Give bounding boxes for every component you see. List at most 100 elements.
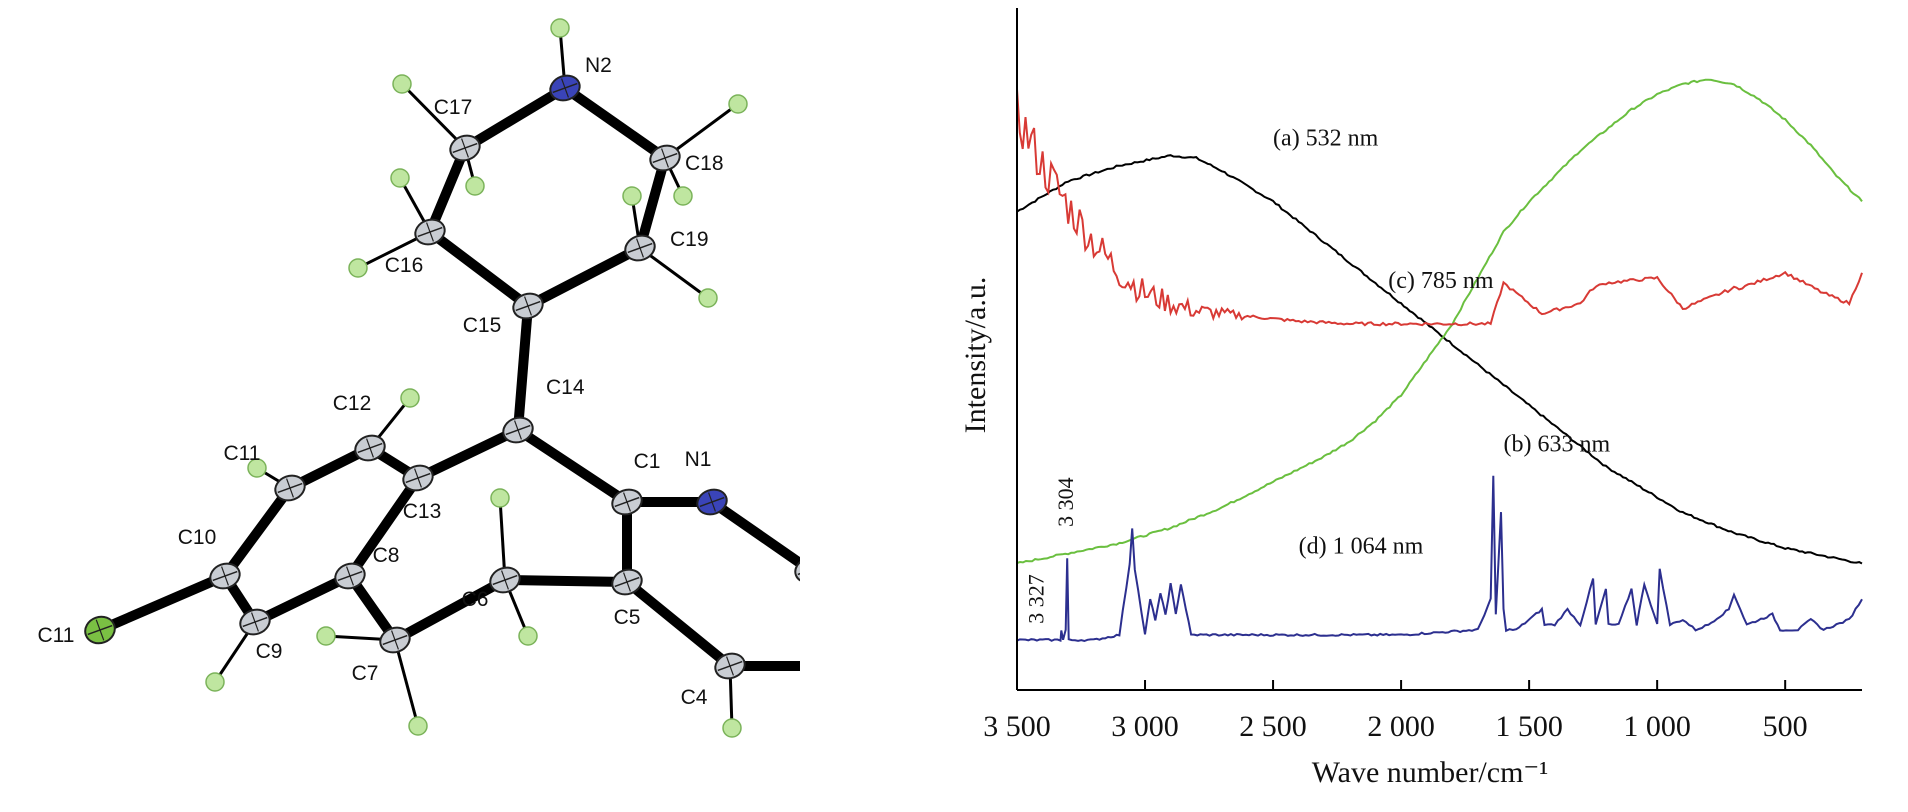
x-tick-label: 1 500 <box>1495 710 1563 743</box>
atom-c14 <box>502 416 534 444</box>
atom-label-c12: C12 <box>333 392 372 415</box>
hydrogen-bond-layer <box>205 18 748 738</box>
atom-label-c10: C10 <box>178 526 217 549</box>
x-tick-label: 2 000 <box>1367 710 1435 743</box>
series-layer <box>1016 78 1863 643</box>
atom-c6 <box>489 566 521 594</box>
hydrogen-atom <box>390 168 410 188</box>
bond-c14-c1 <box>513 425 632 507</box>
bond-c19-c15 <box>523 243 645 311</box>
hydrogen-atom <box>465 176 485 196</box>
h-bond-c6 <box>498 497 507 581</box>
atom-label-c18: C18 <box>685 152 724 175</box>
series-label-2: (b) 633 nm <box>1504 431 1611 457</box>
atom-c15 <box>512 292 544 320</box>
hydrogen-atom <box>247 458 267 478</box>
bond-n2-c18 <box>560 83 670 163</box>
peak-annotation: 3 327 <box>1023 574 1048 624</box>
hydrogen-atom <box>698 288 718 308</box>
atom-label-c9: C9 <box>256 640 283 663</box>
atom-label-c14: C14 <box>546 376 585 399</box>
ortep-molecule-diagram: N2C17C18C16C19C15C14C12C11C13C1N1C10C8C2… <box>38 18 800 738</box>
atom-label-c1: C1 <box>634 450 661 473</box>
series-label-4: (d) 1 064 nm <box>1299 533 1424 559</box>
atom-n1 <box>696 488 728 516</box>
atom-c13 <box>402 464 434 492</box>
hydrogen-atom <box>518 626 538 646</box>
hydrogen-atom <box>392 74 412 94</box>
atom-label-c8: C8 <box>373 544 400 567</box>
bond-c14-c13 <box>413 425 523 483</box>
series-label-1: (a) 532 nm <box>1273 125 1379 151</box>
atom-c17 <box>449 134 481 162</box>
bond-c9-c8 <box>250 571 355 627</box>
x-tick-label: 1 000 <box>1623 710 1691 743</box>
hydrogen-atom <box>550 18 570 38</box>
atom-label-c6: C6 <box>462 588 489 611</box>
series-line-4 <box>1016 475 1863 643</box>
atom-c8 <box>334 562 366 590</box>
bond-c7-c6 <box>390 575 510 645</box>
hydrogen-atom <box>728 94 748 114</box>
x-tick-label: 500 <box>1763 710 1808 743</box>
x-tick-layer: 3 500 3 000 2 500 2 000 1 500 1 000 500 <box>983 680 1808 743</box>
bond-c15-c14 <box>513 301 533 435</box>
hydrogen-atom <box>348 258 368 278</box>
atom-cl1 <box>84 615 116 645</box>
hydrogen-atom <box>622 186 642 206</box>
atom-c10 <box>209 562 241 590</box>
atom-c1 <box>611 488 643 516</box>
atom-label-n2: N2 <box>585 54 612 77</box>
atom-label-c19: C19 <box>670 228 709 251</box>
bond-c6-c5 <box>500 575 632 587</box>
atom-c2 <box>794 556 800 584</box>
atom-label-c15: C15 <box>463 314 502 337</box>
atom-layer <box>84 74 800 680</box>
y-axis-title: Intensity/a.u. <box>959 277 992 434</box>
hydrogen-atom <box>205 672 225 692</box>
atom-label-layer: N2C17C18C16C19C15C14C12C11C13C1N1C10C8C2… <box>38 54 724 709</box>
atom-label-n1: N1 <box>685 448 712 471</box>
hydrogen-atom <box>400 388 420 408</box>
bond-c17-c16 <box>425 143 470 237</box>
bond-n2-c17 <box>460 83 570 153</box>
bond-c8-c13 <box>345 473 423 581</box>
atom-c19 <box>624 234 656 262</box>
series-label-3: (c) 785 nm <box>1388 268 1494 294</box>
bond-c11-c10 <box>220 483 295 581</box>
atom-label-c7: C7 <box>352 662 379 685</box>
atom-label-cl1: C11 <box>38 624 75 647</box>
hydrogen-atom <box>490 488 510 508</box>
bond-c18-c19 <box>635 153 670 253</box>
x-tick-label: 3 000 <box>1111 710 1179 743</box>
series-line-3 <box>1016 89 1863 327</box>
atom-c16 <box>414 218 446 246</box>
peak-annotation: 3 304 <box>1053 477 1078 527</box>
atom-c5 <box>611 568 643 596</box>
atom-label-c13: C13 <box>403 500 442 523</box>
bond-c4-c5 <box>622 577 735 671</box>
series-line-2 <box>1016 78 1863 564</box>
atom-c12 <box>354 434 386 462</box>
atom-label-c17: C17 <box>434 96 473 119</box>
hydrogen-atom <box>673 186 693 206</box>
bond-n1-c2 <box>707 497 800 570</box>
atom-c7 <box>379 626 411 654</box>
atom-label-c5: C5 <box>614 606 641 629</box>
x-tick-label: 3 500 <box>983 710 1051 743</box>
atom-label-c16: C16 <box>385 254 424 277</box>
series-label-layer: (a) 532 nm (b) 633 nm (c) 785 nm (d) 1 064 … <box>1023 125 1611 624</box>
h-bond-c19 <box>639 246 709 300</box>
hydrogen-atom <box>408 716 428 736</box>
x-axis-title: Wave number/cm⁻¹ <box>1312 756 1549 789</box>
h-bond-c17 <box>400 82 467 150</box>
hydrogen-atom <box>722 718 742 738</box>
atom-c9 <box>239 608 271 636</box>
bond-c10-cl1 <box>95 571 230 635</box>
atom-c11 <box>274 474 306 502</box>
hydrogen-atom <box>316 626 336 646</box>
axes-layer <box>1016 8 1862 691</box>
atom-label-c11: C11 <box>224 442 261 465</box>
atom-c4 <box>714 652 746 680</box>
